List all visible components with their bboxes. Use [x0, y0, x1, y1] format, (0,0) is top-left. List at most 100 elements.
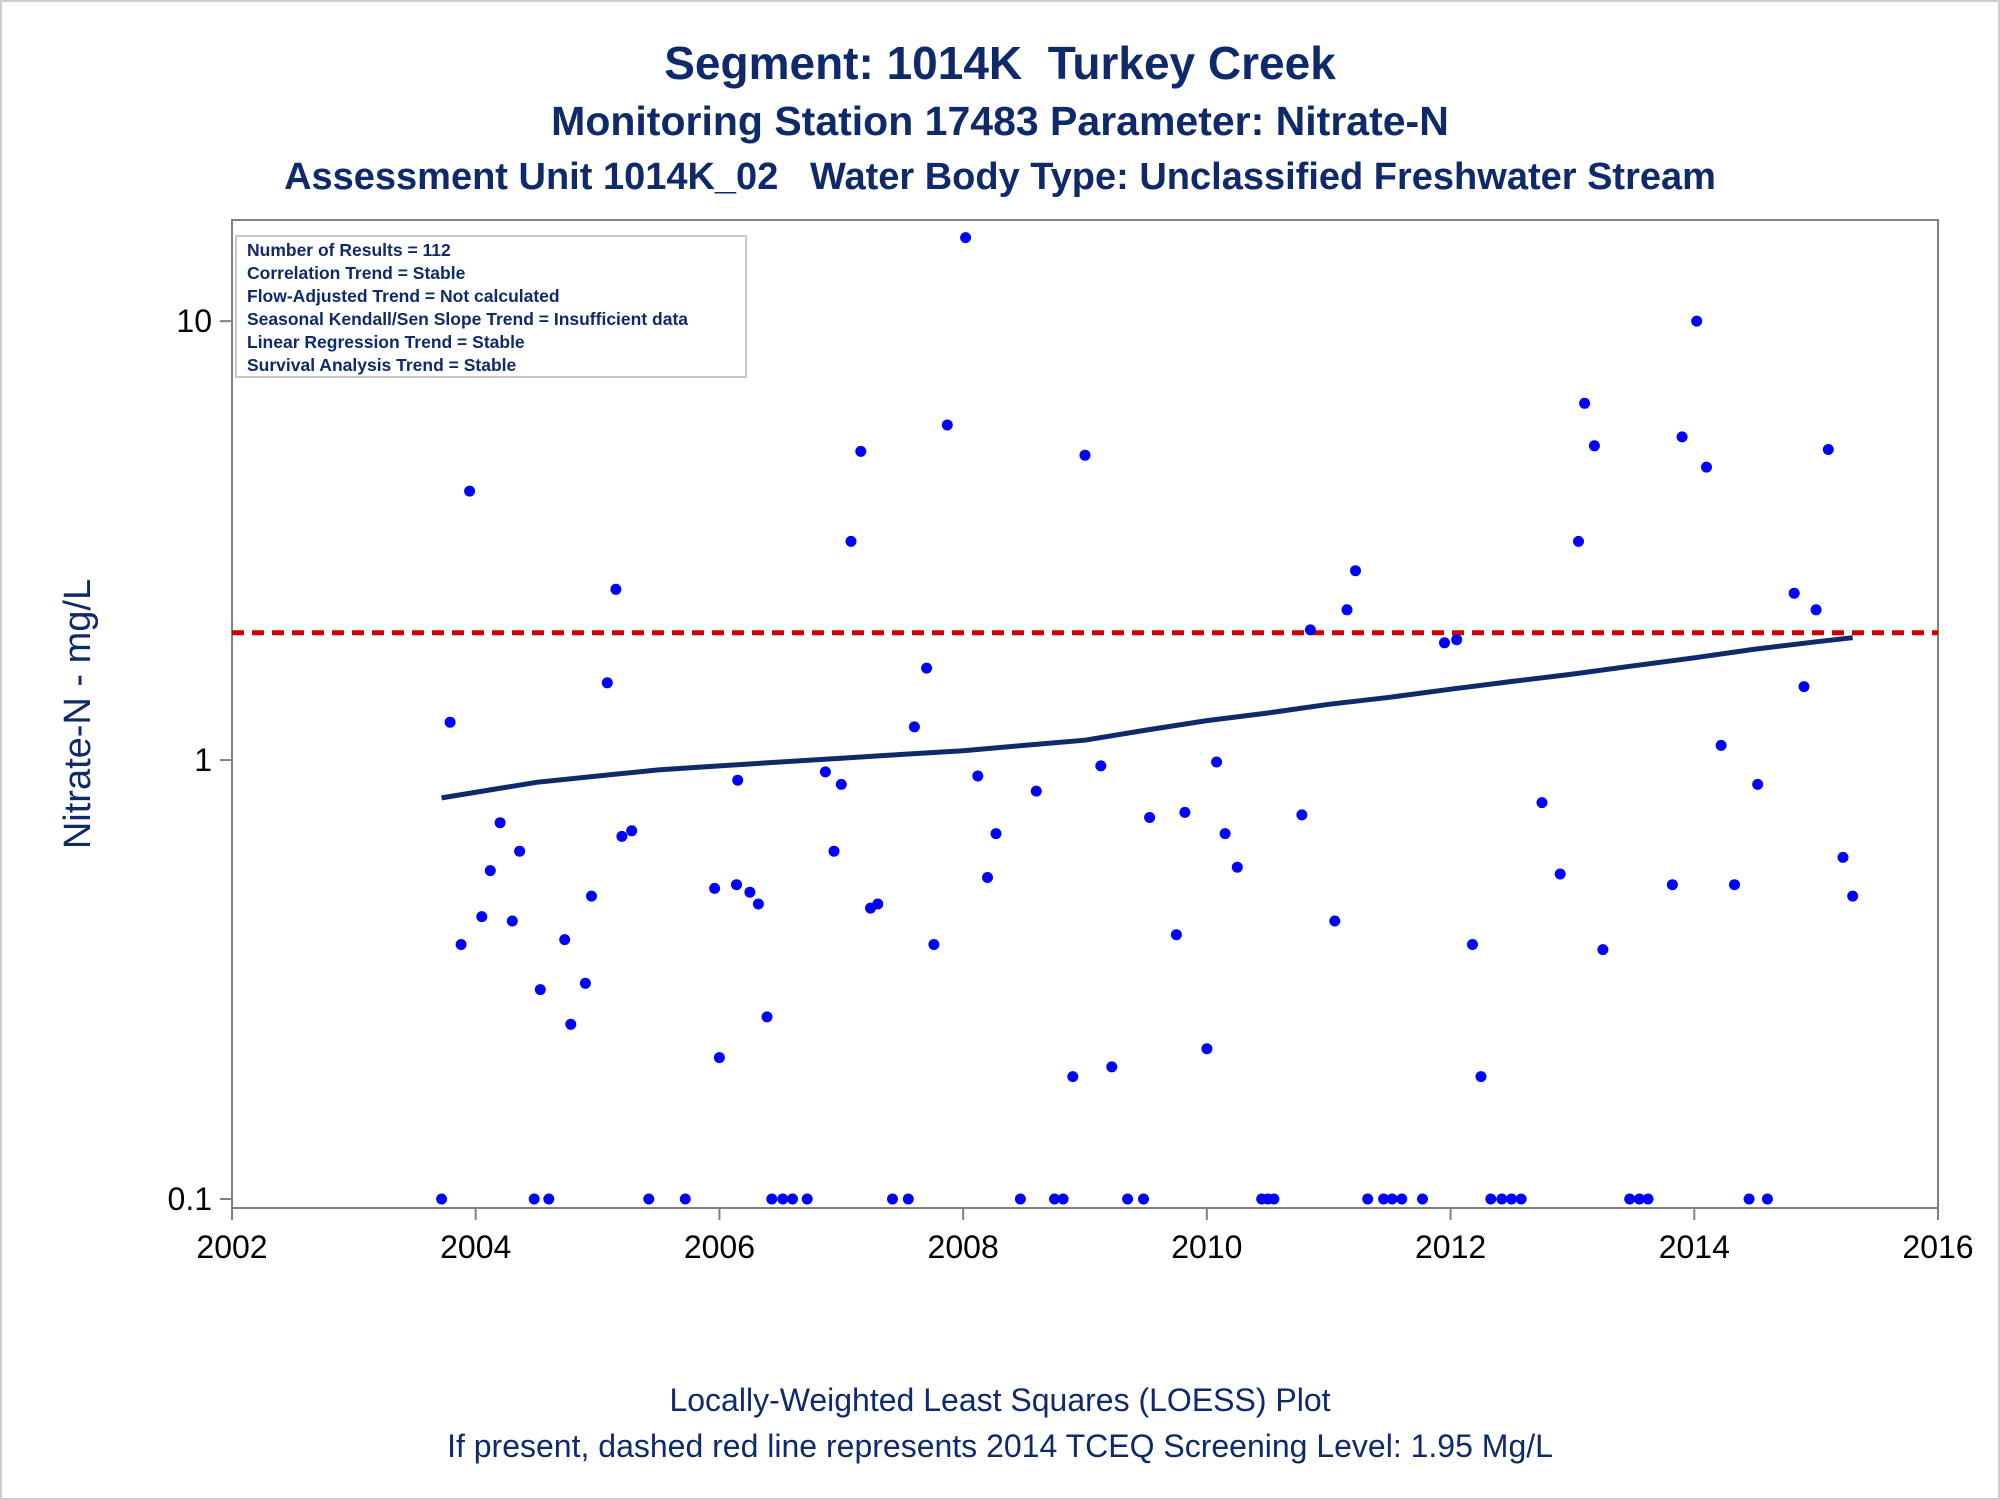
data-point	[908, 721, 920, 733]
data-point	[1231, 861, 1243, 873]
data-point	[1624, 1193, 1636, 1205]
data-point	[835, 778, 847, 790]
data-point	[1144, 812, 1156, 823]
data-point	[1417, 1193, 1428, 1205]
data-point	[1122, 1193, 1134, 1205]
info-box-border	[235, 235, 747, 378]
axis-tick-labels: 2002 2004 2006 2008 2010 2012 2014 2016 0.1 1 10	[168, 303, 1974, 1265]
data-point	[1067, 1071, 1079, 1083]
data-point	[1329, 915, 1341, 927]
data-point	[1496, 1193, 1508, 1205]
data-point	[872, 898, 884, 910]
data-point	[528, 1193, 540, 1205]
data-point	[1822, 444, 1834, 455]
data-point	[1701, 461, 1712, 473]
data-point	[1579, 397, 1591, 409]
chart-title: Segment: 1014K Turkey Creek	[664, 37, 1336, 89]
data-point	[709, 882, 721, 894]
data-point	[1138, 1193, 1149, 1205]
data-point	[1467, 939, 1478, 950]
info-box-line: Correlation Trend = Stable	[247, 263, 466, 283]
data-point	[1752, 778, 1764, 790]
data-point	[1350, 565, 1361, 577]
y-tick-label: 0.1	[168, 1181, 212, 1217]
data-point	[543, 1193, 555, 1205]
data-point	[855, 445, 867, 457]
data-point	[1573, 535, 1584, 547]
data-point	[1788, 587, 1800, 599]
x-tick-label: 2010	[1171, 1229, 1242, 1265]
data-point	[713, 1052, 725, 1064]
data-point	[1642, 1193, 1654, 1205]
data-point	[586, 890, 597, 902]
footnote-screening-level: If present, dashed red line represents 2…	[447, 1428, 1553, 1464]
chart-subtitle-assessment-unit: Assessment Unit 1014K_02 Water Body Type…	[284, 156, 1716, 198]
data-point	[1219, 828, 1231, 840]
data-point	[1030, 785, 1042, 797]
data-point	[1515, 1193, 1527, 1205]
data-point	[1506, 1193, 1517, 1205]
data-point	[1014, 1193, 1026, 1205]
data-point	[1633, 1193, 1645, 1205]
data-point	[1743, 1193, 1755, 1205]
footnote-loess: Locally-Weighted Least Squares (LOESS) P…	[669, 1382, 1331, 1418]
data-point	[744, 886, 756, 898]
data-point	[902, 1193, 914, 1205]
data-point	[972, 770, 984, 782]
data-point	[1847, 890, 1859, 902]
x-tick-label: 2006	[684, 1229, 755, 1265]
data-point	[1049, 1193, 1060, 1205]
data-point	[464, 485, 476, 497]
data-point	[921, 662, 933, 674]
data-point	[1666, 879, 1678, 891]
data-point	[514, 845, 526, 857]
data-point	[565, 1018, 577, 1030]
data-point	[990, 828, 1002, 840]
data-point	[828, 845, 840, 857]
chart-subtitle-station: Monitoring Station 17483 Parameter: Nitr…	[551, 98, 1449, 144]
data-point	[731, 879, 742, 891]
data-point	[941, 419, 953, 431]
data-point	[1810, 604, 1822, 616]
data-point	[1837, 851, 1849, 863]
data-point	[787, 1193, 798, 1205]
info-box-line: Survival Analysis Trend = Stable	[247, 355, 517, 375]
data-point	[455, 939, 467, 950]
data-point	[1536, 797, 1548, 809]
data-point	[1676, 431, 1688, 443]
data-point	[1079, 449, 1091, 461]
data-point	[1201, 1043, 1213, 1055]
loess-trend-line	[441, 635, 1853, 801]
data-point	[610, 583, 622, 595]
data-point	[887, 1193, 898, 1205]
data-point	[761, 1011, 773, 1023]
data-point	[506, 915, 518, 927]
data-point	[1715, 739, 1727, 751]
data-point	[819, 766, 831, 778]
data-point	[1439, 637, 1450, 649]
data-point	[436, 1193, 448, 1205]
data-point	[444, 716, 456, 728]
data-point	[1597, 944, 1609, 956]
data-point	[1386, 1193, 1398, 1205]
data-point	[845, 535, 857, 547]
info-box-line: Linear Regression Trend = Stable	[247, 332, 525, 352]
data-point	[1761, 1193, 1773, 1205]
x-tick-label: 2008	[928, 1229, 999, 1265]
data-point	[766, 1193, 778, 1205]
data-point	[801, 1193, 813, 1205]
data-point	[494, 817, 506, 829]
info-box-line: Flow-Adjusted Trend = Not calculated	[247, 286, 560, 306]
data-point	[1451, 634, 1463, 646]
data-point	[1211, 756, 1223, 768]
data-point	[1106, 1061, 1118, 1073]
y-tick-label: 1	[194, 742, 212, 778]
data-point	[1485, 1193, 1497, 1205]
x-tick-label: 2002	[196, 1229, 267, 1265]
x-tick-label: 2016	[1902, 1229, 1973, 1265]
data-point	[484, 865, 496, 877]
data-point	[579, 977, 591, 989]
data-point	[616, 830, 628, 842]
data-point	[1362, 1193, 1374, 1205]
